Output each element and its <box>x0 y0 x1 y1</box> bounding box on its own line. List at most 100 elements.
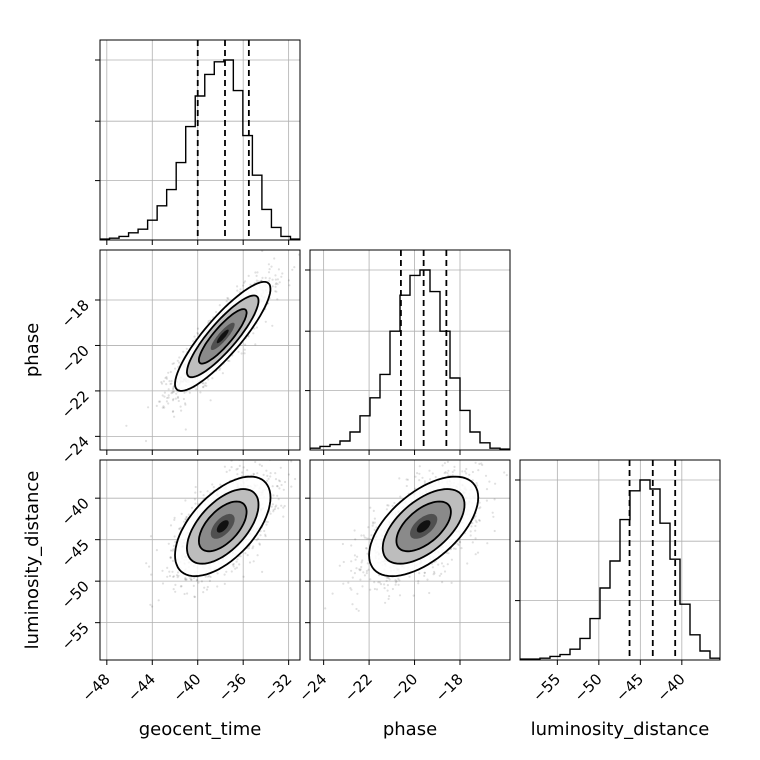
scatter-point <box>232 565 235 568</box>
scatter-point <box>190 578 193 581</box>
scatter-point <box>386 504 389 507</box>
scatter-point <box>432 573 435 576</box>
scatter-point <box>384 601 387 604</box>
scatter-point <box>182 520 186 523</box>
scatter-point <box>166 575 169 578</box>
scatter-point <box>180 409 183 412</box>
scatter-point <box>166 396 169 400</box>
scatter-point <box>331 592 334 595</box>
scatter-point <box>276 278 279 281</box>
scatter-point <box>372 509 375 512</box>
scatter-point <box>418 572 421 575</box>
scatter-point <box>243 348 246 351</box>
scatter-point <box>414 487 417 490</box>
density-fill-core <box>216 329 229 344</box>
scatter-point <box>172 398 175 401</box>
scatter-point <box>366 562 369 565</box>
scatter-point <box>457 543 460 547</box>
scatter-point <box>168 380 171 383</box>
scatter-point <box>161 569 164 572</box>
scatter-point <box>238 291 241 294</box>
scatter-point <box>373 517 376 520</box>
y-tick-label: −50 <box>58 577 93 612</box>
scatter-point <box>236 289 239 292</box>
scatter-point <box>185 347 188 350</box>
scatter-point <box>461 470 464 473</box>
scatter-point <box>157 599 160 602</box>
scatter-point <box>203 384 206 387</box>
scatter-point <box>349 587 352 590</box>
scatter-point <box>271 278 274 281</box>
scatter-point <box>369 538 372 541</box>
scatter-point <box>190 578 193 581</box>
scatter-point <box>242 284 245 287</box>
plot-area <box>310 250 510 450</box>
scatter-point <box>258 463 261 466</box>
scatter-point <box>353 529 356 532</box>
scatter-point <box>475 521 478 524</box>
scatter-point <box>505 474 508 477</box>
scatter-point <box>254 271 257 274</box>
scatter-point <box>276 485 279 488</box>
scatter-point <box>150 573 153 576</box>
scatter-point <box>271 324 274 327</box>
scatter-point <box>190 506 194 509</box>
scatter-point <box>252 332 255 335</box>
histogram-steps <box>100 59 300 240</box>
scatter-point <box>234 567 237 570</box>
scatter-point <box>169 556 172 559</box>
scatter-point <box>223 465 226 468</box>
scatter-point <box>274 472 277 475</box>
scatter-point <box>244 552 247 555</box>
scatter-point <box>282 506 285 509</box>
scatter-point <box>293 266 296 269</box>
scatter-point <box>235 560 238 563</box>
scatter-point <box>474 515 477 518</box>
scatter-point <box>471 479 474 482</box>
scatter-point <box>184 428 187 431</box>
scatter-point <box>196 331 199 335</box>
scatter-point <box>438 574 441 577</box>
scatter-point <box>423 574 426 578</box>
scatter-point <box>184 499 187 502</box>
y-tick-label: −20 <box>58 342 93 377</box>
scatter-point <box>476 551 480 554</box>
scatter-point <box>180 512 183 516</box>
scatter-point <box>440 572 443 576</box>
scatter-point <box>176 395 180 398</box>
scatter-point <box>174 367 177 370</box>
scatter-point <box>266 520 269 524</box>
scatter-point <box>177 365 180 368</box>
scatter-point <box>280 504 283 507</box>
x-tick-label: −20 <box>386 670 421 705</box>
panel-frame <box>309 459 511 661</box>
scatter-point <box>361 585 364 588</box>
scatter-point <box>287 473 290 476</box>
scatter-point <box>456 542 459 545</box>
contour-line-0 <box>174 281 272 392</box>
scatter-point <box>249 283 252 286</box>
scatter-point <box>184 518 187 521</box>
scatter-point <box>293 246 295 248</box>
scatter-point <box>365 537 368 540</box>
scatter-point <box>202 385 205 388</box>
scatter-point <box>167 371 170 374</box>
scatter-point <box>169 524 173 527</box>
scatter-point <box>168 570 171 573</box>
scatter-point <box>232 562 235 566</box>
scatter-point <box>363 536 366 539</box>
scatter-point <box>469 534 472 537</box>
scatter-point <box>178 361 181 364</box>
scatter-point <box>203 586 206 589</box>
scatter-point <box>236 467 239 470</box>
histogram-panel-phase <box>305 249 511 455</box>
scatter-point <box>367 568 370 571</box>
contour-line-2 <box>198 308 248 365</box>
scatter-point <box>359 578 362 581</box>
scatter-point <box>474 537 477 540</box>
scatter-point <box>254 460 257 464</box>
scatter-point <box>378 581 381 584</box>
scatter-point <box>158 400 162 403</box>
scatter-point <box>167 394 170 397</box>
scatter-point <box>265 469 268 472</box>
